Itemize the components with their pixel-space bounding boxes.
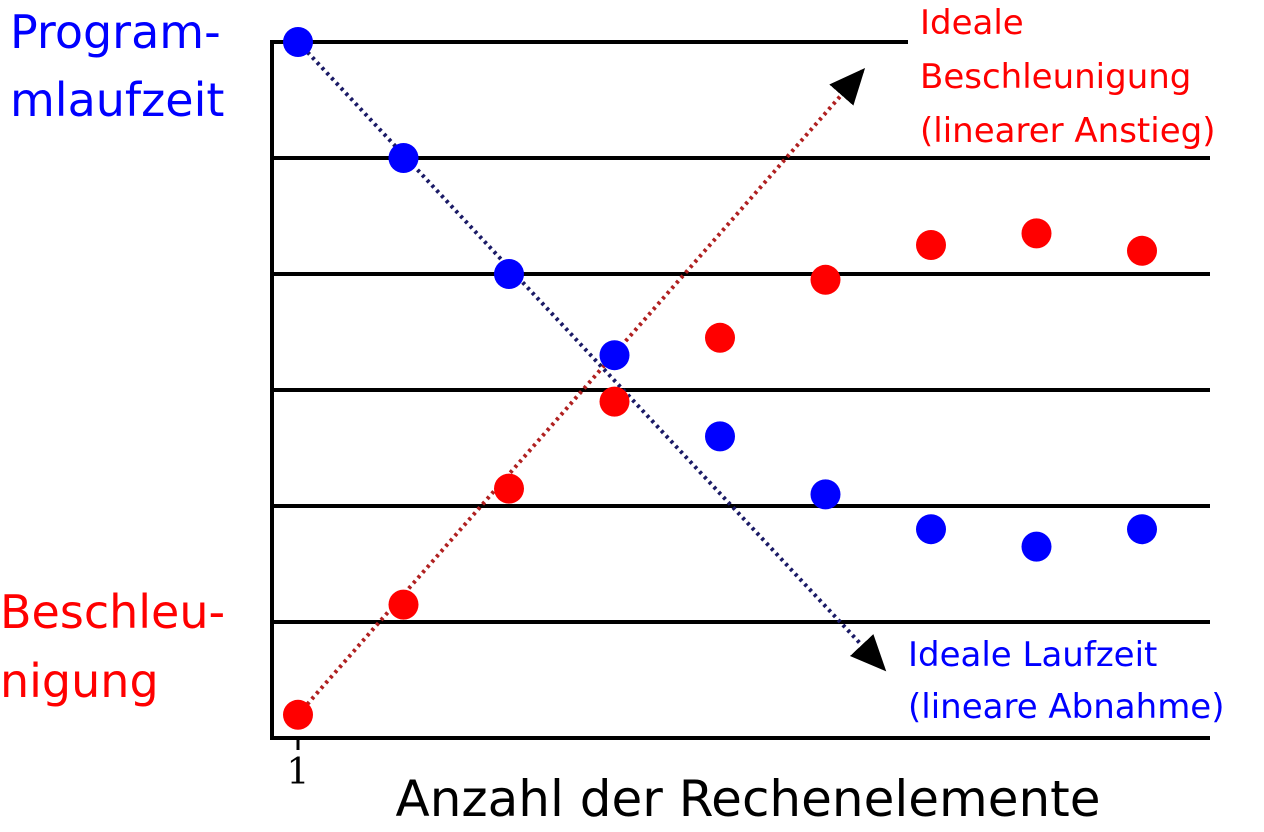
- runtime-point-9: [1127, 514, 1157, 545]
- speedup-ideal-label-line3: (linearer Anstieg): [920, 111, 1215, 151]
- runtime-ideal-label-line1: Ideale Laufzeit: [908, 635, 1157, 675]
- runtime-ideal-label-line2: (lineare Abnahme): [908, 687, 1225, 727]
- y-axis-label-speedup-line2: nigung: [0, 654, 159, 708]
- x-tick-label-0: 1: [287, 752, 310, 793]
- speedup-point-3: [494, 473, 524, 504]
- runtime-point-3: [494, 259, 524, 289]
- runtime-point-8: [1021, 531, 1052, 562]
- y-axis-label-runtime-line1: Program-: [10, 5, 221, 59]
- speedup-point-8: [1021, 218, 1052, 249]
- y-axis-label-speedup-line1: Beschleu-: [0, 585, 225, 639]
- runtime_ideal-line: [296, 40, 887, 672]
- speedup-point-5: [705, 322, 735, 353]
- y-axis-label-runtime-line2: mlaufzeit: [10, 73, 224, 127]
- speedup-point-2: [388, 589, 419, 620]
- runtime-point-1: [283, 27, 313, 57]
- speedup-ideal-label-line1: Ideale: [920, 3, 1024, 43]
- speedup-point-1: [283, 699, 313, 730]
- runtime-point-6: [810, 479, 841, 510]
- speedup_ideal-line: [296, 67, 866, 717]
- speedup-point-7: [916, 230, 946, 260]
- runtime-point-2: [388, 143, 419, 173]
- runtime-point-5: [705, 421, 735, 452]
- speedup-ideal-label-line2: Beschleunigung: [920, 57, 1191, 97]
- x-axis-label: Anzahl der Rechenelemente: [395, 770, 1100, 828]
- speedup-point-9: [1127, 235, 1157, 266]
- speedup-point-4: [599, 386, 630, 417]
- runtime-point-7: [916, 514, 946, 545]
- speedup-point-6: [810, 264, 841, 295]
- runtime-point-4: [599, 340, 630, 371]
